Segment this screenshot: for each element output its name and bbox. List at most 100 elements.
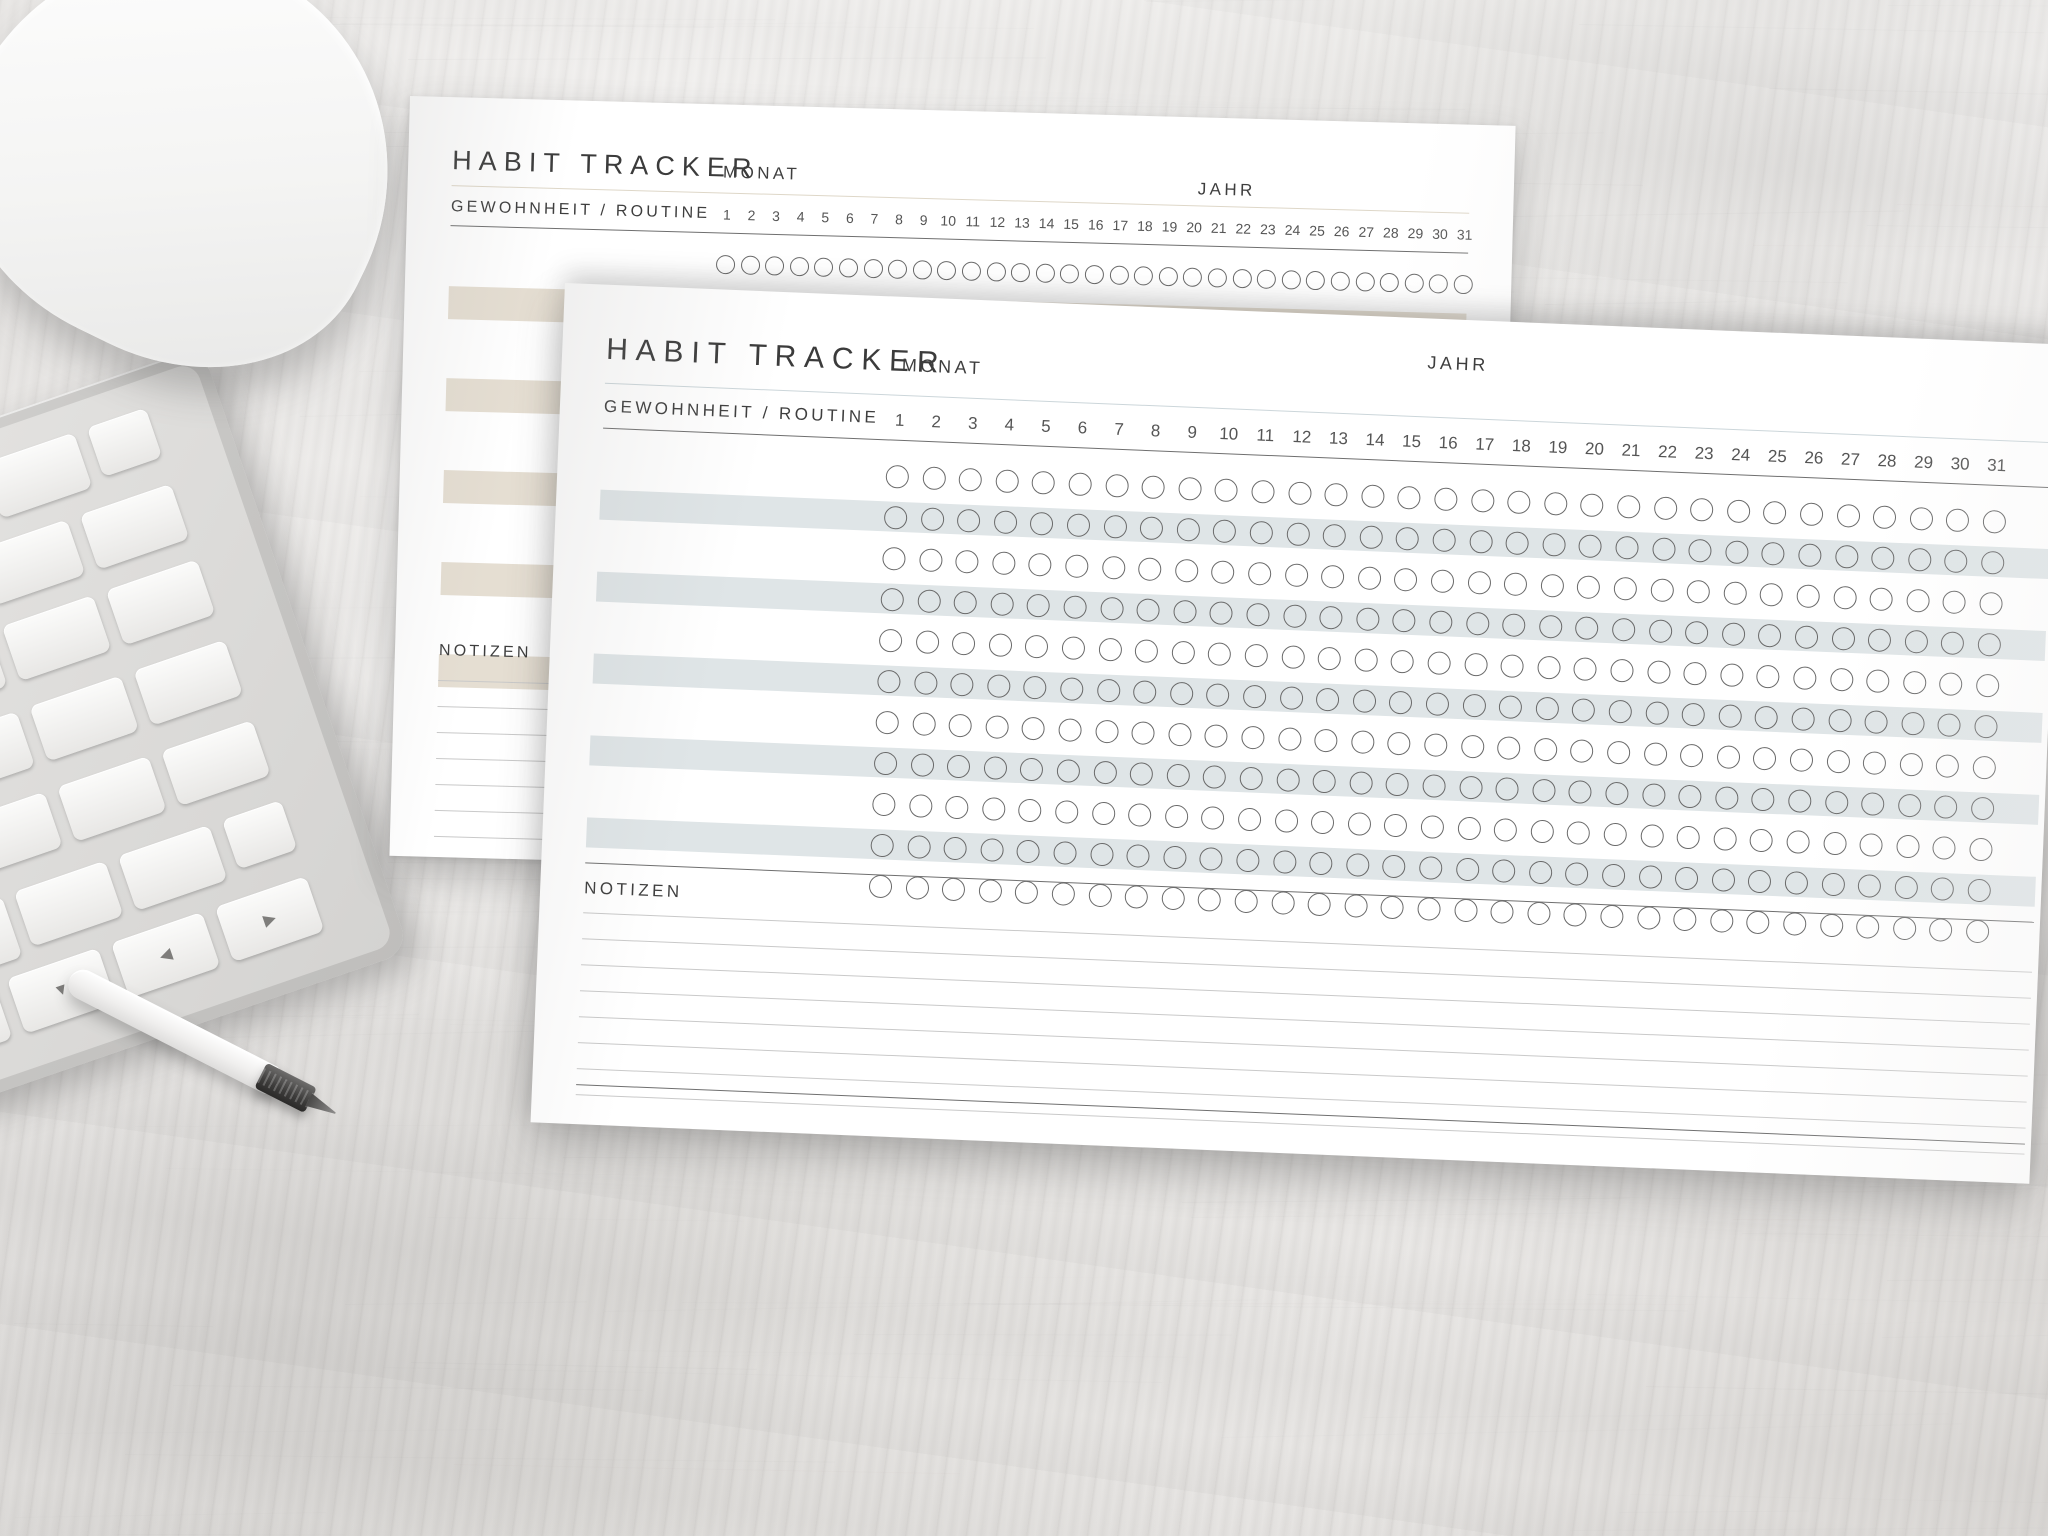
habit-checkbox[interactable] [1647,660,1671,684]
habit-checkbox[interactable] [1637,906,1661,930]
habit-checkbox[interactable] [1109,265,1129,285]
habit-checkbox[interactable] [1288,481,1312,505]
habit-checkbox[interactable] [978,879,1002,903]
habit-checkbox[interactable] [1790,748,1814,772]
habit-checkbox[interactable] [1384,814,1408,838]
habit-checkbox[interactable] [839,258,859,278]
habit-checkbox[interactable] [1976,674,2000,698]
habit-checkbox[interactable] [1464,653,1488,677]
habit-checkbox[interactable] [1932,836,1956,860]
habit-checkbox[interactable] [1424,733,1448,757]
habit-checkbox[interactable] [1347,812,1371,836]
habit-checkbox[interactable] [1713,827,1737,851]
note-line[interactable] [583,912,2032,972]
habit-checkbox[interactable] [982,797,1006,821]
habit-checkbox[interactable] [1906,589,1930,613]
habit-checkbox[interactable] [908,794,932,818]
habit-checkbox[interactable] [1982,510,2006,534]
habit-checkbox[interactable] [814,258,834,278]
habit-checkbox[interactable] [1131,721,1155,745]
habit-checkbox[interactable] [1198,888,1222,912]
habit-checkbox[interactable] [1680,744,1704,768]
habit-checkbox[interactable] [1015,880,1039,904]
habit-checkbox[interactable] [1321,565,1345,589]
habit-checkbox[interactable] [1317,647,1341,671]
habit-checkbox[interactable] [1763,501,1787,525]
habit-checkbox[interactable] [1829,668,1853,692]
habit-checkbox[interactable] [1429,274,1449,294]
habit-checkbox[interactable] [1211,560,1235,584]
habit-checkbox[interactable] [1061,636,1085,660]
habit-checkbox[interactable] [1394,568,1418,592]
habit-checkbox[interactable] [1836,504,1860,528]
habit-checkbox[interactable] [1095,720,1119,744]
habit-checkbox[interactable] [1380,273,1400,293]
habit-checkbox[interactable] [1494,818,1518,842]
habit-checkbox[interactable] [1271,891,1295,915]
habit-checkbox[interactable] [912,712,936,736]
habit-checkbox[interactable] [905,876,929,900]
habit-checkbox[interactable] [1607,741,1631,765]
habit-checkbox[interactable] [1361,484,1385,508]
habit-checkbox[interactable] [1284,563,1308,587]
habit-checkbox[interactable] [1281,645,1305,669]
habit-checkbox[interactable] [1051,882,1075,906]
habit-checkbox[interactable] [1251,480,1275,504]
habit-checkbox[interactable] [1175,559,1199,583]
habit-checkbox[interactable] [1783,912,1807,936]
habit-checkbox[interactable] [1819,914,1843,938]
habit-checkbox[interactable] [1101,556,1125,580]
habit-checkbox[interactable] [1098,638,1122,662]
habit-checkbox[interactable] [1427,651,1451,675]
habit-checkbox[interactable] [1088,883,1112,907]
habit-checkbox[interactable] [1470,489,1494,513]
habit-checkbox[interactable] [1504,572,1528,596]
habit-checkbox[interactable] [1833,586,1857,610]
habit-checkbox[interactable] [1507,490,1531,514]
habit-checkbox[interactable] [1726,499,1750,523]
habit-checkbox[interactable] [1357,566,1381,590]
habit-checkbox[interactable] [1307,892,1331,916]
habit-checkbox[interactable] [1025,635,1049,659]
habit-checkbox[interactable] [1570,739,1594,763]
habit-checkbox[interactable] [875,711,899,735]
habit-checkbox[interactable] [1314,729,1338,753]
habit-checkbox[interactable] [1467,571,1491,595]
habit-checkbox[interactable] [1603,823,1627,847]
habit-checkbox[interactable] [1397,486,1421,510]
habit-checkbox[interactable] [1939,672,1963,696]
habit-checkbox[interactable] [1058,718,1082,742]
habit-checkbox[interactable] [1434,487,1458,511]
habit-checkbox[interactable] [962,261,982,281]
habit-checkbox[interactable] [790,257,810,277]
habit-checkbox[interactable] [955,550,979,574]
habit-checkbox[interactable] [1091,802,1115,826]
habit-checkbox[interactable] [1351,730,1375,754]
habit-checkbox[interactable] [1168,723,1192,747]
habit-checkbox[interactable] [1943,590,1967,614]
habit-checkbox[interactable] [1011,263,1031,283]
habit-checkbox[interactable] [1306,271,1326,291]
habit-checkbox[interactable] [1573,657,1597,681]
habit-checkbox[interactable] [1134,266,1154,286]
habit-checkbox[interactable] [1929,918,1953,942]
habit-checkbox[interactable] [1032,471,1056,495]
habit-checkbox[interactable] [1208,268,1228,288]
habit-checkbox[interactable] [1796,584,1820,608]
habit-checkbox[interactable] [1257,269,1277,289]
habit-checkbox[interactable] [1331,271,1351,291]
habit-checkbox[interactable] [1750,829,1774,853]
habit-checkbox[interactable] [1610,659,1634,683]
habit-checkbox[interactable] [1457,817,1481,841]
habit-checkbox[interactable] [1577,575,1601,599]
habit-checkbox[interactable] [1105,474,1129,498]
habit-checkbox[interactable] [1600,904,1624,928]
habit-checkbox[interactable] [937,261,957,281]
habit-checkbox[interactable] [958,468,982,492]
habit-checkbox[interactable] [1746,911,1770,935]
habit-checkbox[interactable] [1241,726,1265,750]
habit-checkbox[interactable] [1892,917,1916,941]
note-line[interactable] [581,964,2030,1024]
habit-checkbox[interactable] [1650,578,1674,602]
habit-checkbox[interactable] [1311,811,1335,835]
